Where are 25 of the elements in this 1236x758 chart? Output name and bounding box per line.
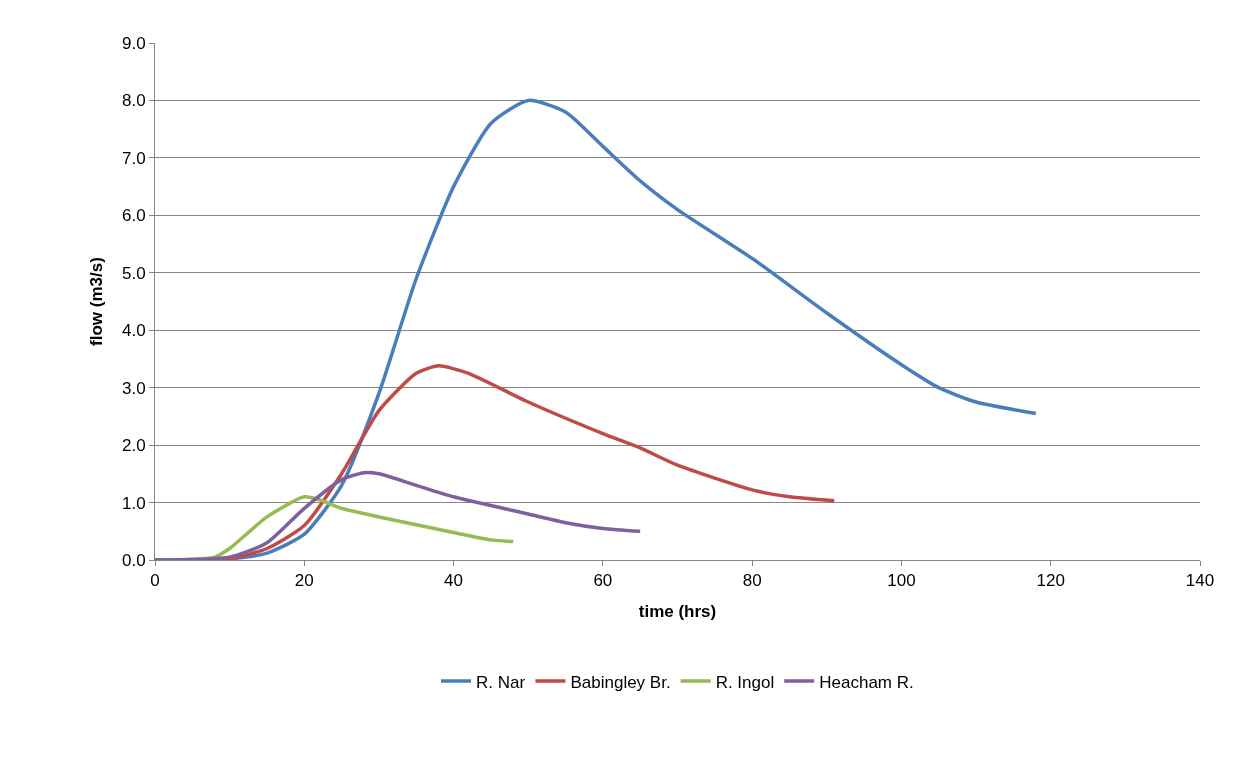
x-tick-label: 120	[1036, 571, 1065, 591]
x-axis-title: time (hrs)	[638, 601, 717, 621]
x-tick-label: 0	[150, 571, 160, 591]
y-tick-label: 3.0	[121, 378, 146, 398]
x-tick-label: 140	[1185, 571, 1215, 591]
x-tick-label: 100	[887, 571, 916, 591]
y-tick-label: 9.0	[121, 33, 146, 53]
y-tick-label: 1.0	[121, 493, 146, 513]
x-tick-label: 20	[294, 571, 314, 591]
legend-label: R. Nar	[476, 672, 526, 692]
y-tick-label: 6.0	[121, 206, 146, 226]
legend-label: R. Ingol	[715, 672, 775, 692]
y-tick-label: 8.0	[121, 91, 146, 111]
legend-label: Babingley Br.	[570, 672, 671, 692]
x-tick-label: 60	[593, 571, 613, 591]
y-tick-label: 4.0	[121, 321, 146, 341]
y-axis-title: flow (m3/s)	[86, 257, 106, 346]
legend-label: Heacham R.	[819, 672, 914, 692]
y-tick-label: 7.0	[121, 148, 146, 168]
line-series	[155, 470, 642, 560]
x-tick-label: 80	[742, 571, 762, 591]
x-tick-label: 40	[444, 571, 464, 591]
y-tick-label: 2.0	[121, 436, 146, 456]
y-tick-label: 5.0	[121, 263, 146, 283]
y-tick-label: 0.0	[121, 550, 146, 570]
